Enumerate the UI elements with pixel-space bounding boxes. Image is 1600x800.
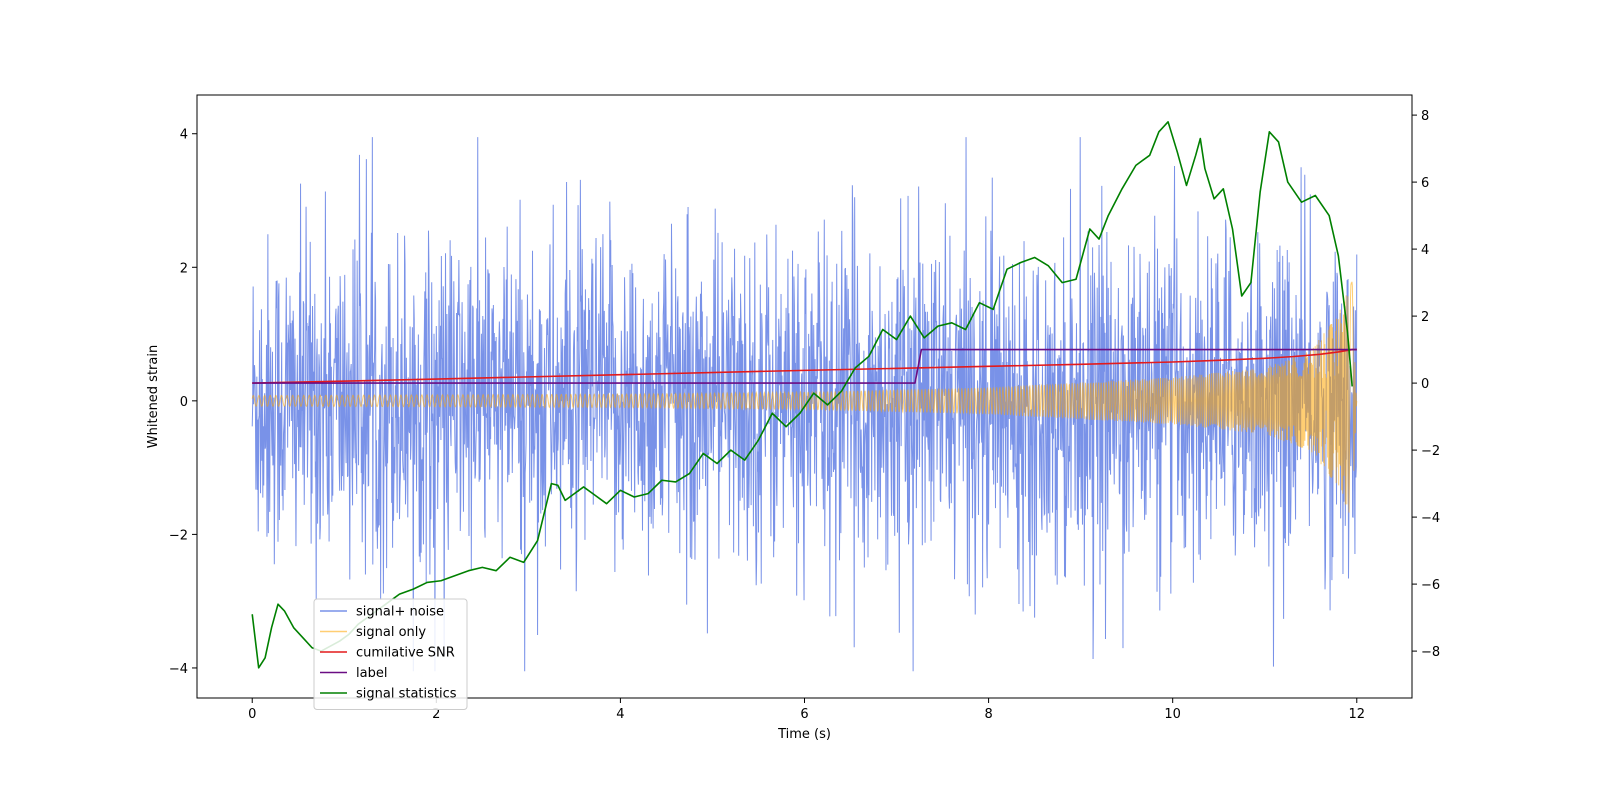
y-tick-label: 2 bbox=[180, 261, 188, 276]
legend-frame bbox=[313, 598, 468, 710]
legend-label: cumilative SNR bbox=[356, 646, 455, 661]
y2-tick-label: 4 bbox=[1421, 243, 1429, 258]
series-cumilative-snr-line bbox=[252, 348, 1357, 384]
series-signal-statistics-line bbox=[251, 121, 1353, 669]
y2-tick-label: −6 bbox=[1421, 578, 1440, 593]
series-layer bbox=[251, 121, 1358, 672]
y-axis-left: −4 −2 0 2 4 bbox=[169, 128, 197, 677]
legend-label: signal statistics bbox=[356, 687, 457, 702]
y2-tick-label: 2 bbox=[1421, 310, 1429, 325]
x-tick-label: 4 bbox=[616, 707, 624, 722]
legend: signal+ noise signal only cumilative SNR la… bbox=[313, 598, 468, 710]
y-tick-label: −2 bbox=[169, 528, 188, 543]
series-signal-only-line bbox=[251, 281, 1358, 513]
x-tick-label: 8 bbox=[984, 707, 992, 722]
y-axis-label: Whitened strain bbox=[146, 345, 161, 448]
y-tick-label: 4 bbox=[180, 128, 188, 143]
x-tick-label: 0 bbox=[248, 707, 256, 722]
y2-tick-label: 6 bbox=[1421, 176, 1429, 191]
series-label-line bbox=[252, 348, 1357, 384]
legend-label: signal+ noise bbox=[356, 605, 444, 620]
y-tick-label: −4 bbox=[169, 662, 188, 677]
x-tick-label: 12 bbox=[1348, 707, 1365, 722]
x-tick-label: 2 bbox=[432, 707, 440, 722]
x-axis-label: Time (s) bbox=[777, 727, 831, 742]
y2-tick-label: −8 bbox=[1421, 645, 1440, 660]
y-tick-label: 0 bbox=[180, 395, 188, 410]
y2-tick-label: −2 bbox=[1421, 444, 1440, 459]
y2-tick-label: 8 bbox=[1421, 109, 1429, 124]
y2-tick-label: 0 bbox=[1421, 377, 1429, 392]
y2-tick-label: −4 bbox=[1421, 511, 1440, 526]
x-tick-label: 10 bbox=[1164, 707, 1181, 722]
legend-label: signal only bbox=[356, 625, 426, 640]
x-tick-label: 6 bbox=[800, 707, 808, 722]
legend-label: label bbox=[356, 666, 387, 681]
y-axis-right: −8 −6 −4 −2 0 2 4 6 8 bbox=[1412, 109, 1440, 660]
